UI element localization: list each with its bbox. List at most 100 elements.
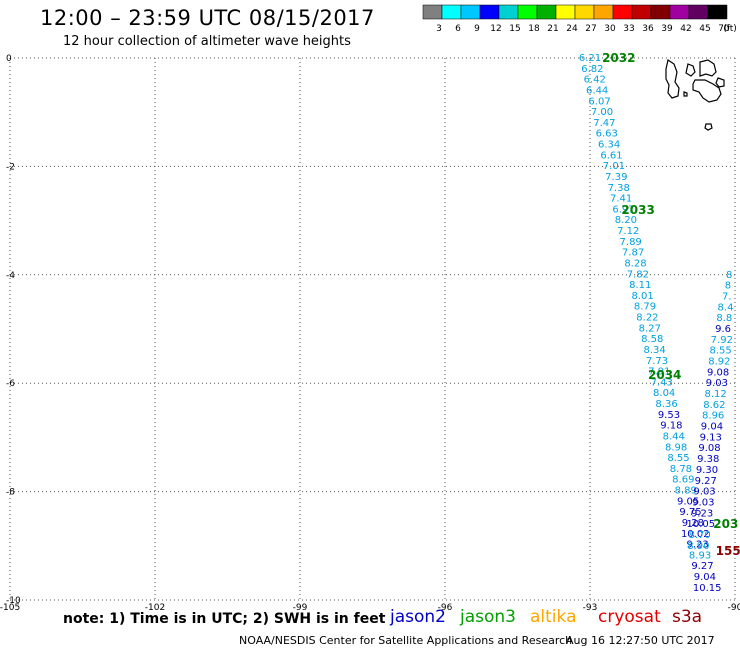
- colorbar-label: 36: [642, 24, 654, 34]
- wave-height-value: 8.34: [643, 345, 665, 356]
- colorbar-label: 70: [718, 24, 730, 34]
- lon-tick-label: -93: [583, 603, 598, 610]
- lat-tick-label: -6: [6, 379, 15, 389]
- lat-tick-label: 0: [6, 54, 12, 64]
- wave-height-value: 9.75: [679, 507, 701, 518]
- island-outline: [683, 91, 688, 97]
- lat-tick-label: -10: [6, 596, 21, 606]
- colorbar-swatch: [707, 4, 728, 20]
- wave-height-value: 9.38: [697, 454, 719, 465]
- island-outline: [704, 123, 713, 131]
- pass-label: 203: [713, 517, 738, 531]
- wave-height-value: 6.21: [579, 53, 601, 64]
- pass-label: 2034: [648, 368, 681, 382]
- wave-height-value: 7.: [722, 291, 732, 302]
- satellite-legend-s3a: s3a: [672, 607, 703, 627]
- axis-ticks: -105 -102 -99 -96 -93 -90 0 -2 -4 -6 -8 -10: [0, 54, 740, 610]
- island-outline: [685, 63, 696, 77]
- wave-height-value: 8.55: [709, 346, 731, 357]
- map-title: 12:00 – 23:59 UTC 08/15/2017: [40, 6, 375, 30]
- credit-timestamp: Aug 16 12:27:50 UTC 2017: [566, 634, 715, 647]
- wave-height-value: 9.08: [707, 367, 729, 378]
- wave-height-value: 7.00: [591, 107, 613, 118]
- wave-height-value: 9.05: [677, 496, 699, 507]
- wave-height-value: 7.41: [610, 194, 632, 205]
- wave-height-value: 6.82: [581, 64, 603, 75]
- wave-height-value: 6.34: [598, 140, 620, 151]
- wave-height-value: 7.43: [651, 377, 673, 388]
- island-outline: [715, 77, 725, 88]
- wave-height-value: 8.44: [663, 431, 685, 442]
- wave-height-value: 7.47: [593, 118, 615, 129]
- wave-height-value: 7.89: [620, 237, 642, 248]
- wave-height-value: 8.20: [615, 215, 637, 226]
- pass-labels: 2032 2033 2034 203 155: [602, 51, 740, 558]
- colorbar-label: 39: [661, 24, 673, 34]
- colorbar-label: 30: [604, 24, 616, 34]
- wave-height-value: 9.13: [700, 432, 722, 443]
- wave-height-value: 8.79: [634, 302, 656, 313]
- island-outline: [692, 79, 722, 103]
- colorbar-label: 21: [547, 24, 558, 34]
- wave-height-value: 8.8: [716, 313, 732, 324]
- wave-height-value: 9.03: [693, 487, 715, 498]
- colorbar-label: 42: [680, 24, 691, 34]
- wave-height-value: 6.07: [588, 96, 610, 107]
- wave-height-value: 8.98: [665, 442, 687, 453]
- wave-height-value: 9.03: [692, 497, 714, 508]
- wave-height-value: 8.22: [636, 313, 658, 324]
- wave-height-value: 8.55: [667, 453, 689, 464]
- colorbar-label: 9: [474, 24, 480, 34]
- wave-height-value: 7.01: [603, 161, 625, 172]
- wave-height-value: 6.61: [600, 150, 622, 161]
- wave-height-value: 8.04: [653, 388, 675, 399]
- wave-height-value: 8.12: [705, 389, 727, 400]
- wave-height-value: 7.87: [622, 248, 644, 259]
- wave-height-value: 10.02: [681, 529, 710, 540]
- wave-height-value: 9.23: [691, 508, 713, 519]
- colorbar-label: 27: [585, 24, 596, 34]
- wave-height-value: 8.93: [689, 550, 711, 561]
- pass-label: 2032: [602, 51, 635, 65]
- satellite-legend-altika: altika: [530, 607, 577, 627]
- wave-height-tracks: 6.216.826.426.446.077.007.476.636.346.61…: [579, 53, 734, 594]
- lat-tick-label: -8: [6, 488, 15, 498]
- wave-height-value: 7.38: [608, 183, 630, 194]
- colorbar-label: 33: [623, 24, 634, 34]
- colorbar-label: 24: [566, 24, 578, 34]
- wave-height-value: 9.04: [694, 572, 716, 583]
- satellite-legend-cryosat: cryosat: [598, 607, 661, 627]
- wave-height-value: 7.73: [646, 356, 668, 367]
- colorbar-label: 3: [436, 24, 442, 34]
- wave-height-value: 8: [726, 270, 732, 281]
- wave-height-value: 6.63: [596, 129, 618, 140]
- island-outline: [699, 59, 717, 77]
- wave-height-value: 8.27: [639, 323, 661, 334]
- wave-height-value: 9.08: [698, 443, 720, 454]
- wave-height-value: 9.6: [715, 324, 731, 335]
- colorbar-unit: (ft): [723, 24, 737, 34]
- pass-label: 2033: [621, 203, 654, 217]
- wave-height-value: 7.39: [605, 172, 627, 183]
- colorbar-label: 15: [509, 24, 520, 34]
- wave-height-value: 8.62: [703, 400, 725, 411]
- lon-tick-label: -99: [293, 603, 308, 610]
- wave-height-value: 7.92: [711, 335, 733, 346]
- wave-height-value: 9.04: [701, 422, 723, 433]
- lon-tick-label: -90: [728, 603, 740, 610]
- wave-height-value: 7.12: [617, 226, 639, 237]
- satellite-legend-jason3: jason3: [460, 607, 516, 627]
- island-outline: [665, 59, 680, 99]
- altimeter-map: -105 -102 -99 -96 -93 -90 0 -2 -4 -6 -8 -10 6.216.8…: [0, 51, 740, 610]
- colorbar-label: 12: [490, 24, 501, 34]
- wave-height-value: 9.23: [687, 540, 709, 551]
- wave-height-value: 8.70: [688, 530, 710, 541]
- wave-height-value: 8.58: [641, 334, 663, 345]
- lon-tick-label: -96: [438, 603, 453, 610]
- wave-height-value: 7.82: [627, 269, 649, 280]
- wave-height-value: 9.18: [660, 421, 682, 432]
- wave-height-value: 8.28: [624, 258, 646, 269]
- colorbar-legend: 3 6 9 12 15 18 21 24 27 30 33 36 39 42 45 70(ft): [422, 4, 737, 34]
- wave-height-value: 9.28: [682, 518, 704, 529]
